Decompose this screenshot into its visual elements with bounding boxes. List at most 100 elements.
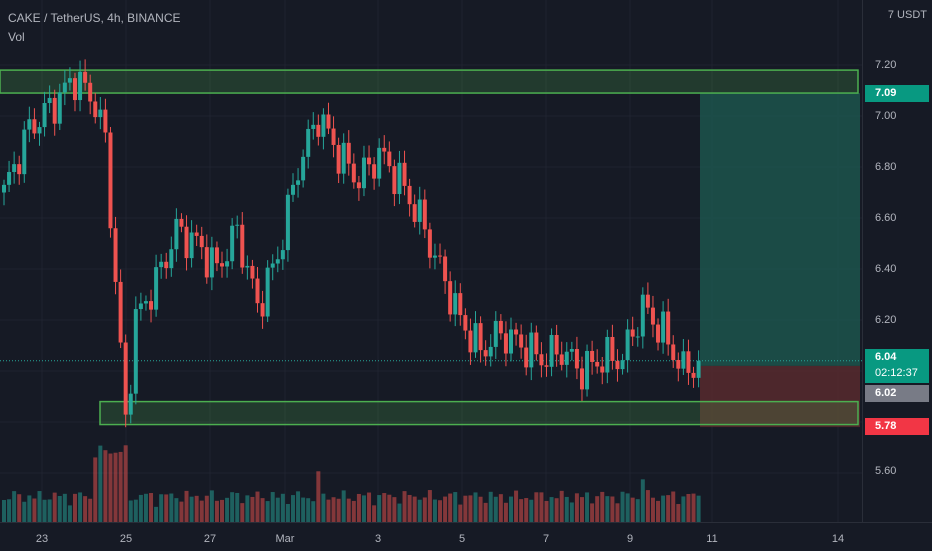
- axis-settings-corner[interactable]: [862, 522, 932, 550]
- volume-bar: [2, 500, 6, 522]
- candle-body: [615, 360, 620, 370]
- volume-bar: [372, 505, 377, 522]
- candle-body: [539, 354, 544, 366]
- volume-bar: [72, 493, 77, 522]
- volume-bar: [691, 493, 696, 522]
- supply-zone: [0, 69, 859, 94]
- volume-bar: [341, 490, 346, 522]
- candle-body: [32, 119, 37, 134]
- volume-bar: [220, 499, 225, 522]
- candle-body: [524, 347, 529, 368]
- candle-body: [17, 164, 22, 175]
- candle-body: [296, 180, 301, 185]
- time-axis[interactable]: 23 25 27 Mar 3 5 7 9 11 14: [0, 522, 932, 551]
- volume-bar: [524, 498, 529, 522]
- target-price-tag: 7.09: [865, 85, 929, 102]
- candle-body: [2, 184, 6, 193]
- volume-bar: [275, 497, 280, 522]
- volume-bar: [235, 492, 240, 522]
- candle-body: [12, 164, 17, 173]
- candle-body: [361, 157, 366, 189]
- volume-bar: [605, 496, 610, 522]
- candle-body: [498, 320, 503, 334]
- candle-body: [356, 182, 361, 189]
- candle-body: [260, 303, 265, 317]
- time-label: 23: [35, 533, 49, 545]
- candle-body: [656, 324, 661, 343]
- demand-zone: [99, 400, 859, 426]
- candle-body: [661, 311, 666, 343]
- candle-body: [103, 109, 108, 133]
- volume-bar: [260, 498, 265, 522]
- candle-body: [336, 144, 341, 174]
- candle-body: [123, 342, 128, 415]
- volume-bar: [214, 500, 219, 522]
- price-axis[interactable]: 7 USDT 7.20 7.00 6.80 6.60 6.40 6.20 5.6…: [862, 0, 932, 522]
- volume-bar: [696, 495, 701, 522]
- candle-body: [559, 354, 564, 365]
- volume-bar: [199, 500, 204, 522]
- volume-bar: [681, 496, 686, 522]
- candle-body: [640, 294, 645, 337]
- price-chart[interactable]: [0, 0, 862, 522]
- volume-bar: [630, 497, 635, 522]
- volume-bar: [382, 493, 387, 522]
- candle-body: [98, 109, 103, 118]
- candle-body: [351, 163, 356, 183]
- candle-body: [250, 265, 255, 279]
- candle-body: [448, 281, 453, 315]
- volume-bar: [554, 498, 559, 522]
- volume-bar: [240, 503, 245, 522]
- volume-bar: [133, 499, 138, 522]
- volume-bar: [463, 495, 468, 522]
- candle-body: [427, 229, 432, 258]
- time-label: 11: [706, 533, 718, 545]
- candle-body: [519, 334, 524, 348]
- volume-bar: [301, 497, 306, 522]
- volume-bar: [149, 493, 154, 522]
- volume-bar: [57, 495, 62, 522]
- volume-bar: [245, 495, 250, 522]
- candle-body: [230, 225, 235, 262]
- candle-body: [574, 349, 579, 369]
- volume-bar: [194, 495, 199, 522]
- volume-indicator-label[interactable]: Vol: [8, 30, 25, 44]
- price-label: 7.20: [875, 59, 897, 71]
- candle-body: [625, 329, 630, 361]
- volume-bar: [159, 494, 164, 522]
- candle-body: [438, 255, 443, 257]
- volume-bar: [88, 498, 93, 522]
- volume-bar: [143, 493, 148, 522]
- volume-bar: [635, 499, 640, 522]
- volume-bar: [361, 495, 366, 522]
- volume-bar: [590, 503, 595, 522]
- volume-bar: [306, 498, 311, 522]
- candle-body: [509, 329, 513, 354]
- price-label: 5.60: [875, 465, 897, 477]
- symbol-title[interactable]: CAKE / TetherUS, 4h, BINANCE: [8, 11, 181, 25]
- candle-body: [392, 166, 397, 195]
- volume-bar: [138, 494, 143, 522]
- candle-body: [544, 365, 549, 367]
- candle-body: [27, 119, 32, 130]
- candle-body: [585, 350, 590, 390]
- candle-body: [138, 303, 143, 310]
- volume-bar: [498, 494, 503, 522]
- volume-bar: [164, 494, 169, 522]
- volume-bar: [290, 495, 295, 522]
- volume-bar: [519, 499, 524, 522]
- volume-bar: [661, 495, 666, 522]
- volume-bar: [585, 492, 590, 522]
- candle-body: [686, 351, 691, 373]
- volume-bar: [569, 502, 574, 522]
- volume-bar: [600, 491, 605, 522]
- candle-body: [534, 332, 539, 355]
- volume-bar: [174, 498, 179, 522]
- volume-bar: [331, 497, 336, 522]
- volume-bar: [230, 492, 235, 522]
- candle-body: [417, 199, 422, 222]
- candle-body: [7, 172, 12, 185]
- candle-body: [164, 261, 169, 269]
- bar-countdown: 02:12:37: [875, 367, 918, 379]
- volume-bar: [255, 491, 260, 522]
